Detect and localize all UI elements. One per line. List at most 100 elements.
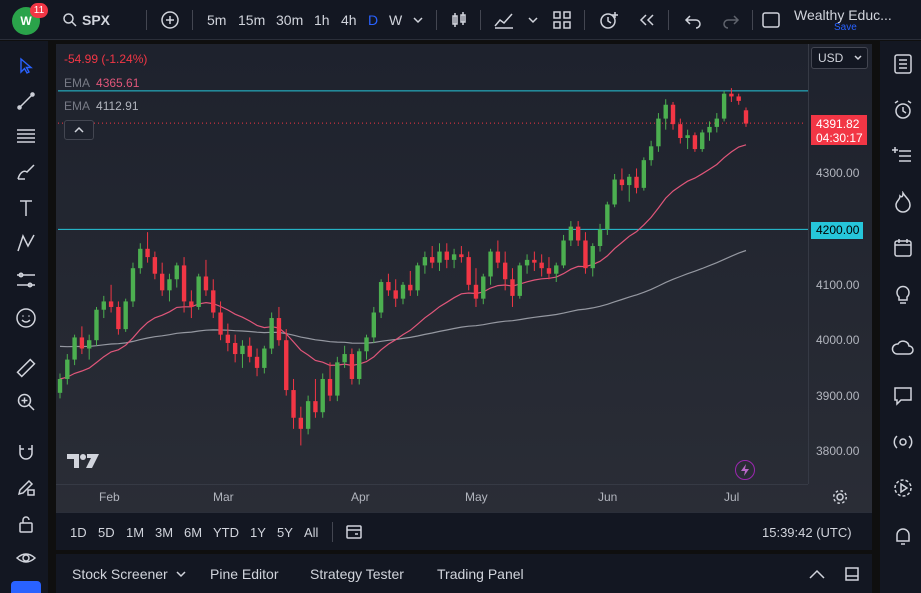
compare-button[interactable] [160,0,180,40]
tab-strategy-tester[interactable]: Strategy Tester [310,565,404,582]
fullscreen-button[interactable] [761,0,781,40]
chart-type-button[interactable] [449,0,469,40]
ema-fast-label: EMA [64,76,91,90]
messages-button[interactable] [886,379,920,413]
collapse-legend-button[interactable] [64,120,94,140]
zoom-tool[interactable] [11,387,41,417]
chevron-down-icon [413,17,423,24]
chart-pane[interactable] [56,44,872,512]
interval-d[interactable]: D [368,12,379,28]
ideas-button[interactable] [886,277,920,311]
tv-logo-icon [67,454,99,468]
chevron-down-icon [854,55,862,61]
flame-icon [895,191,911,213]
interval-4h[interactable]: 4h [341,12,357,28]
candle-body-27 [254,356,260,368]
ema-slow-legend[interactable]: EMA 4112.91 [64,99,139,113]
bottom-blue-button[interactable] [11,581,41,593]
save-label[interactable]: Save [834,22,857,33]
layouts-button[interactable] [552,0,572,40]
symbol-search[interactable]: SPX [62,0,110,40]
pattern-tool[interactable] [11,228,41,258]
price-axis[interactable] [808,44,872,484]
candle-body-1 [65,359,70,379]
candle-body-83 [663,104,668,119]
prediction-tool[interactable] [11,265,41,295]
smiley-icon [16,308,36,328]
brush-icon [17,164,35,180]
indicators-button[interactable] [493,0,515,40]
lock-drawings-tool[interactable] [11,509,41,539]
search-icon [63,13,77,27]
object-tree-button[interactable] [886,139,920,173]
candle-body-63 [517,265,522,296]
ema-fast-legend[interactable]: EMA 4365.61 [64,76,139,90]
chats-button[interactable] [886,333,920,367]
range-1m[interactable]: 1M [126,524,145,540]
range-1y[interactable]: 1Y [250,524,266,540]
hotlists-button[interactable] [886,185,920,219]
calendar-button[interactable] [886,231,920,265]
range-5d[interactable]: 5D [98,524,115,540]
indicators-dropdown[interactable] [527,0,539,40]
candle-body-12 [145,248,150,258]
range-6m[interactable]: 6M [184,524,203,540]
range-5y[interactable]: 5Y [277,524,293,540]
date-range-bar: 1D 5D 1M 3M 6M YTD 1Y 5Y All 15:39:42 (U… [56,512,872,550]
interval-30m[interactable]: 30m [276,12,304,28]
lightning-button[interactable] [735,460,755,480]
range-ytd[interactable]: YTD [213,524,239,540]
icons-tool[interactable] [11,303,41,333]
candle-body-5 [94,309,99,341]
hide-drawings-tool[interactable] [11,543,41,573]
candle-body-9 [123,301,128,330]
interval-5m[interactable]: 5m [207,12,227,28]
tab-pine-editor[interactable]: Pine Editor [210,565,279,582]
range-1d[interactable]: 1D [70,524,87,540]
collapse-panel-button[interactable] [808,554,826,593]
interval-15m[interactable]: 15m [238,12,266,28]
candle-body-48 [408,284,413,291]
time-axis[interactable] [56,484,808,511]
alerts-button[interactable] [886,93,920,127]
time-label-jul: Jul [724,490,740,504]
candle-body-23 [225,334,231,343]
layout-name-button[interactable]: Wealthy Educ... Save [794,0,892,40]
maximize-panel-button[interactable] [844,554,860,593]
chart-settings-button[interactable] [832,489,848,510]
notifications-button[interactable] [886,519,920,553]
stream-button[interactable] [886,471,920,505]
fib-tool[interactable] [11,121,41,151]
broadcast-button[interactable] [886,425,920,459]
fib-lines-icon [17,129,35,143]
range-3m[interactable]: 3M [155,524,174,540]
tab-trading-panel[interactable]: Trading Panel [437,565,524,582]
undo-button[interactable] [683,0,703,40]
brush-tool[interactable] [11,157,41,187]
goto-date-button[interactable] [345,513,365,551]
text-tool[interactable] [11,193,41,223]
tab-stock-screener[interactable]: Stock Screener [72,554,186,593]
redo-button[interactable] [721,0,741,40]
watchlist-button[interactable] [886,47,920,81]
range-all[interactable]: All [304,524,319,540]
currency-selector[interactable]: USD [811,47,868,69]
grid-icon [553,11,571,29]
measure-tool[interactable] [11,353,41,383]
symbol-label: SPX [82,12,111,28]
candle-body-2 [72,337,77,360]
interval-dropdown[interactable] [412,0,424,40]
candle-body-77 [619,179,625,186]
alert-button[interactable] [598,0,620,40]
bell-icon [896,528,910,545]
magnet-tool[interactable] [11,437,41,467]
interval-1h[interactable]: 1h [314,12,330,28]
trend-line-tool[interactable] [11,86,41,116]
candle-body-51 [430,257,435,263]
cursor-tool[interactable] [11,51,41,81]
keep-drawing-tool[interactable] [11,472,41,502]
replay-button[interactable] [637,0,657,40]
interval-w[interactable]: W [389,12,403,28]
clock-display[interactable]: 15:39:42 (UTC) [762,524,852,540]
